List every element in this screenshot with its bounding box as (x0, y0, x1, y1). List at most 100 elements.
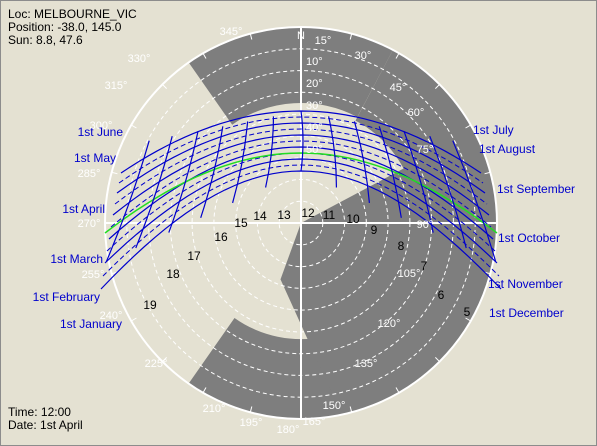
hour-line (105, 140, 150, 263)
month-label: 1st August (479, 142, 536, 156)
hour-label: 7 (421, 259, 428, 273)
altitude-label: 10° (306, 56, 323, 68)
hour-label: 8 (398, 239, 405, 253)
current-day-sun-path (104, 152, 498, 234)
month-label: 1st November (488, 277, 563, 291)
date-label: Date: 1st April (8, 418, 83, 432)
monthly-sun-path (116, 122, 486, 194)
hour-line (232, 121, 249, 204)
hour-label: 5 (464, 305, 471, 319)
azimuth-label: 105° (398, 268, 421, 280)
weekly-sun-path (114, 128, 488, 205)
azimuth-label: 270° (78, 218, 101, 230)
hour-line (135, 136, 173, 249)
hour-line (378, 126, 402, 218)
azimuth-label: 195° (240, 417, 263, 429)
hour-line (300, 110, 304, 172)
hour-line (168, 131, 199, 233)
month-label: 1st February (33, 290, 100, 304)
azimuth-tick (202, 53, 207, 59)
azimuth-label: 285° (78, 168, 101, 180)
azimuth-label: 180° (277, 424, 300, 436)
azimuth-tick (395, 53, 400, 59)
hour-line (200, 126, 224, 218)
azimuth-tick (434, 356, 440, 362)
azimuth-tick (162, 356, 168, 362)
azimuth-tick (202, 387, 207, 393)
monthly-sun-path (104, 158, 498, 264)
month-label: 1st September (497, 182, 575, 196)
azimuth-tick (349, 33, 353, 40)
hour-label: 18 (166, 267, 180, 281)
azimuth-label: 45° (390, 82, 407, 94)
azimuth-label: 240° (100, 310, 123, 322)
azimuth-label: 300° (90, 120, 113, 132)
month-label: 1st October (498, 231, 560, 245)
month-label: 1st June (78, 125, 124, 139)
azimuth-label: 315° (105, 80, 128, 92)
sun-angle-label: Sun: 8.8, 47.6 (8, 33, 83, 47)
azimuth-tick (131, 317, 137, 322)
azimuth-tick (465, 124, 471, 129)
hour-label: 10 (346, 212, 360, 226)
azimuth-label: 90° (417, 219, 434, 231)
azimuth-label: 330° (128, 53, 151, 65)
azimuth-tick (434, 84, 440, 90)
month-label: 1st March (50, 252, 103, 266)
azimuth-label: 255° (82, 269, 105, 281)
monthly-sun-path (108, 146, 494, 240)
azimuth-tick (249, 33, 253, 40)
azimuth-tick (349, 406, 353, 413)
azimuth-tick (484, 171, 491, 175)
azimuth-tick (465, 317, 471, 322)
shade-mask-center (280, 131, 498, 415)
azimuth-label: 165° (303, 416, 326, 428)
hour-label: 17 (187, 249, 201, 263)
hour-line (452, 140, 497, 262)
azimuth-label: 225° (145, 358, 168, 370)
azimuth-tick (162, 84, 168, 90)
hour-label: 12 (301, 206, 315, 220)
altitude-label: 50° (306, 144, 323, 156)
azimuth-tick (111, 171, 118, 175)
time-label: Time: 12:00 (8, 405, 71, 419)
hour-label: 6 (438, 288, 445, 302)
hour-label: 9 (371, 223, 378, 237)
month-label: 1st December (489, 306, 564, 320)
azimuth-label: 30° (355, 50, 372, 62)
month-label: 1st April (62, 202, 105, 216)
location-label: Loc: MELBOURNE_VIC (8, 7, 137, 21)
azimuth-label: 60° (408, 107, 425, 119)
hour-line (328, 116, 338, 188)
month-label: 1st January (60, 317, 122, 331)
hour-line (403, 130, 434, 233)
hour-label: 14 (253, 209, 267, 223)
month-label: 1st July (473, 123, 514, 137)
azimuth-tick (395, 387, 400, 393)
hour-label: 19 (143, 298, 157, 312)
hour-line (429, 135, 467, 249)
azimuth-label: 15° (315, 35, 332, 47)
hour-label: 16 (214, 230, 228, 244)
hour-label: 15 (234, 216, 248, 230)
altitude-label: 40° (306, 122, 323, 134)
month-label: 1st May (74, 151, 116, 165)
monthly-sun-path (112, 134, 490, 216)
altitude-label: 30° (306, 100, 323, 112)
hour-line (353, 121, 370, 203)
azimuth-label: 210° (203, 403, 226, 415)
shade-mask-north (188, 26, 393, 125)
azimuth-tick (131, 124, 137, 129)
hour-label: 13 (277, 208, 291, 222)
azimuth-label: 75° (417, 144, 434, 156)
altitude-label: 20° (306, 78, 323, 90)
weekly-sun-path (118, 116, 484, 184)
azimuth-tick (249, 406, 253, 413)
weekly-sun-path (110, 140, 492, 228)
compass-north-label: N (297, 30, 305, 42)
azimuth-label: 150° (323, 400, 346, 412)
azimuth-label: 345° (220, 26, 243, 38)
hour-label: 11 (323, 208, 336, 222)
